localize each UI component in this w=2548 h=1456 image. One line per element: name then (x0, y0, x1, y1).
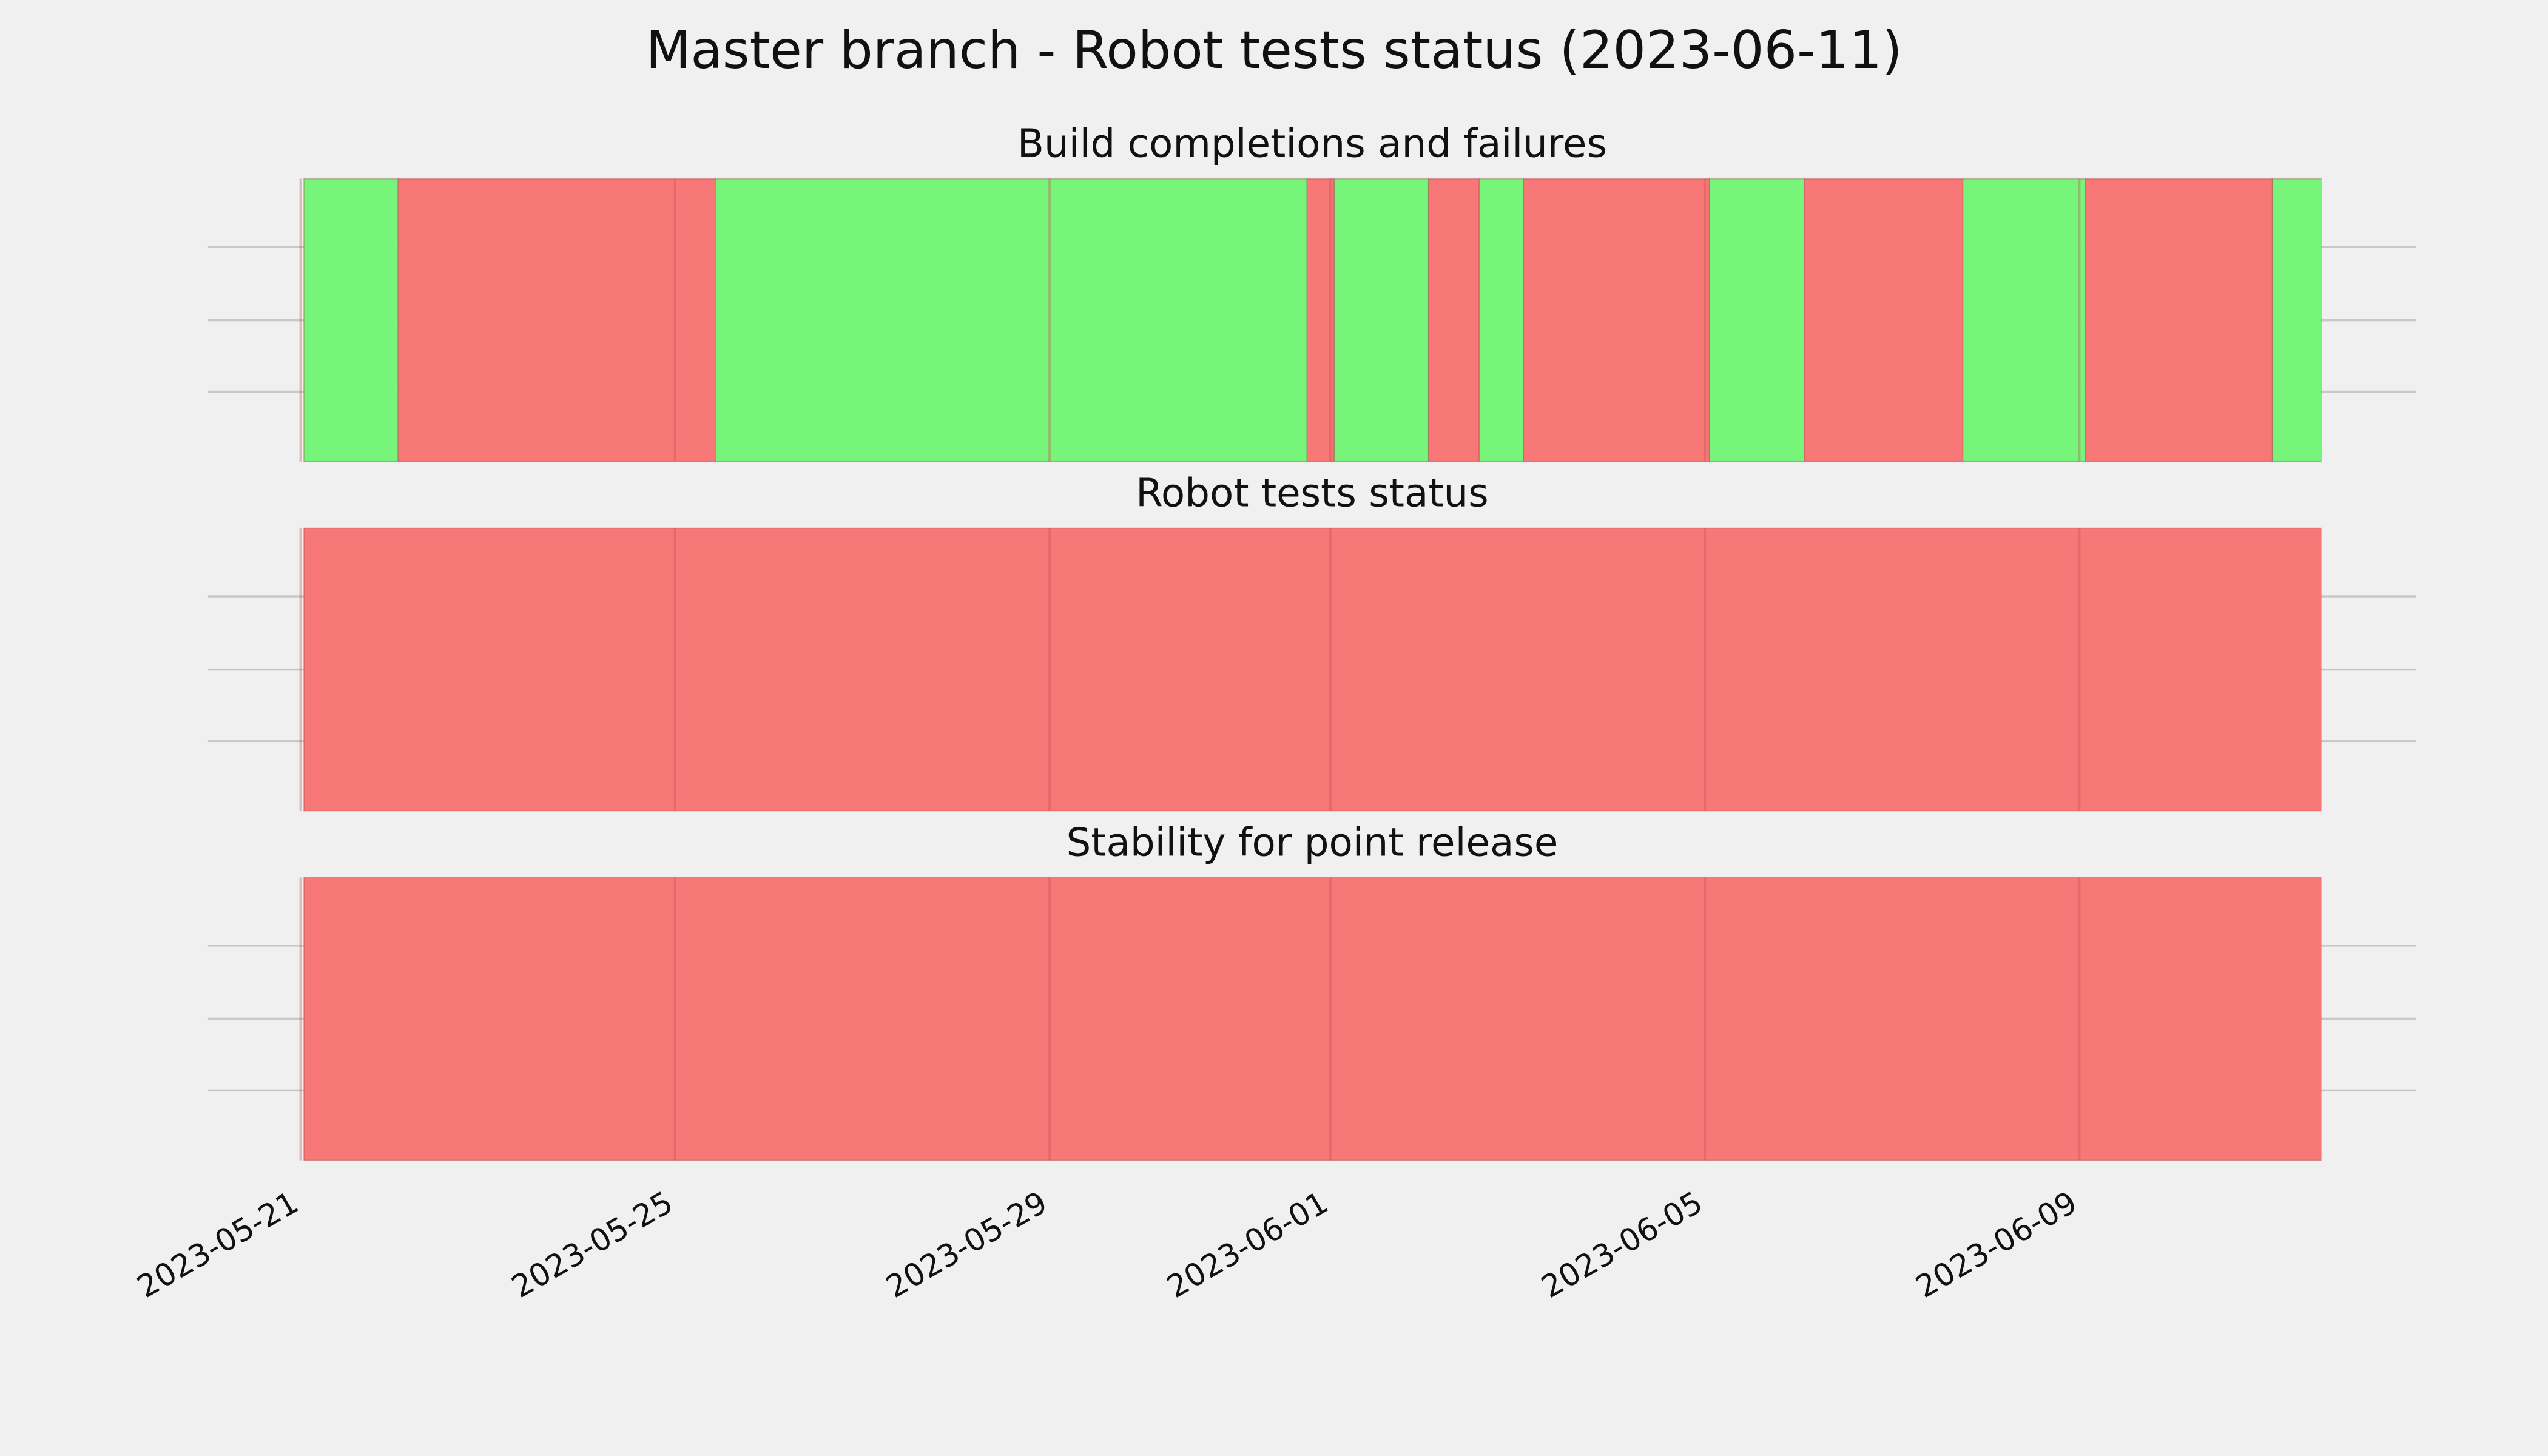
status-span (1306, 178, 1335, 462)
status-span (2085, 178, 2273, 462)
subplot-title: Robot tests status (1136, 471, 1489, 516)
status-span (1427, 178, 1480, 462)
status-span (303, 178, 399, 462)
figure-title: Master branch - Robot tests status (2023… (645, 20, 1902, 81)
status-span (397, 178, 716, 462)
subplot-title: Build completions and failures (1017, 121, 1607, 167)
status-span (1804, 178, 1964, 462)
status-span (715, 178, 1308, 462)
status-span (303, 527, 2322, 812)
status-span (1478, 178, 1525, 462)
status-span (2271, 178, 2322, 462)
status-span (1708, 178, 1805, 462)
status-span (1523, 178, 1710, 462)
status-span (1962, 178, 2086, 462)
subplot-title: Stability for point release (1067, 820, 1559, 865)
status-span (1333, 178, 1429, 462)
status-span (303, 877, 2322, 1161)
